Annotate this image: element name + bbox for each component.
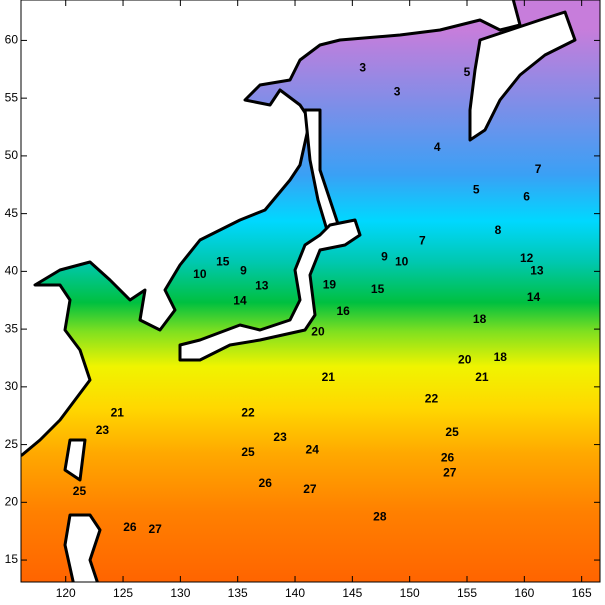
contour-label: 20 [311, 325, 325, 339]
x-tick-label: 155 [457, 586, 477, 600]
y-tick-label: 55 [5, 90, 19, 104]
contour-label: 20 [458, 352, 472, 366]
contour-label: 21 [475, 370, 489, 384]
frame [20, 0, 601, 583]
contour-label: 10 [395, 254, 409, 268]
y-tick-label: 40 [5, 264, 19, 278]
contour-label: 23 [96, 423, 110, 437]
x-tick-label: 130 [170, 586, 190, 600]
x-tick-label: 120 [56, 586, 76, 600]
x-tick-label: 140 [285, 586, 305, 600]
x-tick-label: 150 [400, 586, 420, 600]
contour-label: 16 [336, 304, 350, 318]
contour-label: 21 [111, 406, 125, 420]
y-tick-label: 50 [5, 148, 19, 162]
taiwan [63, 438, 87, 482]
contour-label: 9 [381, 250, 388, 264]
y-tick-label: 45 [5, 206, 19, 220]
contour-label: 23 [273, 430, 287, 444]
contour-label: 9 [240, 264, 247, 278]
contour-label: 6 [523, 190, 530, 204]
contour-label: 3 [359, 60, 366, 74]
japan [178, 218, 362, 362]
contour-label: 5 [464, 65, 471, 79]
contour-label: 18 [473, 312, 487, 326]
y-tick-label: 35 [5, 321, 19, 335]
contour-label: 26 [259, 476, 273, 490]
contour-label: 28 [373, 510, 387, 524]
contour-label: 7 [535, 162, 542, 176]
contour-label: 22 [241, 406, 255, 420]
contour-label: 4 [434, 140, 441, 154]
y-tick-label: 25 [5, 437, 19, 451]
contour-label: 8 [495, 223, 502, 237]
map-body [21, 0, 600, 582]
contour-label: 26 [123, 520, 137, 534]
y-tick-label: 30 [5, 379, 19, 393]
asia-mainland [21, 0, 522, 458]
contour-label: 12 [520, 251, 534, 265]
contour-label: 3 [394, 85, 401, 99]
contour-label: 14 [527, 290, 541, 304]
kamchatka [468, 10, 577, 142]
contour-label: 7 [419, 234, 426, 248]
luzon [63, 513, 102, 582]
contour-label: 25 [445, 425, 459, 439]
contour-label: 25 [241, 445, 255, 459]
contour-label: 15 [216, 254, 230, 268]
x-tick-label: 145 [342, 586, 362, 600]
contour-label: 21 [322, 370, 336, 384]
contour-label: 24 [306, 443, 320, 457]
x-tick-label: 165 [572, 586, 592, 600]
contour-label: 27 [303, 482, 317, 496]
contour-label: 25 [73, 484, 87, 498]
contour-label: 14 [233, 294, 247, 308]
x-tick-label: 125 [113, 586, 133, 600]
contour-label: 22 [425, 392, 439, 406]
contour-label: 10 [193, 267, 207, 281]
contour-label: 27 [148, 522, 162, 536]
contour-label: 5 [473, 183, 480, 197]
y-tick-label: 60 [5, 33, 19, 47]
contour-label: 27 [443, 466, 457, 480]
contour-label: 13 [255, 279, 269, 293]
y-tick-label: 15 [5, 552, 19, 566]
y-tick-label: 20 [5, 494, 19, 508]
contour-label: 18 [494, 350, 508, 364]
x-tick-label: 135 [228, 586, 248, 600]
contour-label: 13 [530, 264, 544, 278]
contour-label: 26 [441, 451, 455, 465]
contour-label: 19 [323, 277, 337, 291]
x-tick-label: 160 [514, 586, 534, 600]
contour-label: 15 [371, 282, 385, 296]
